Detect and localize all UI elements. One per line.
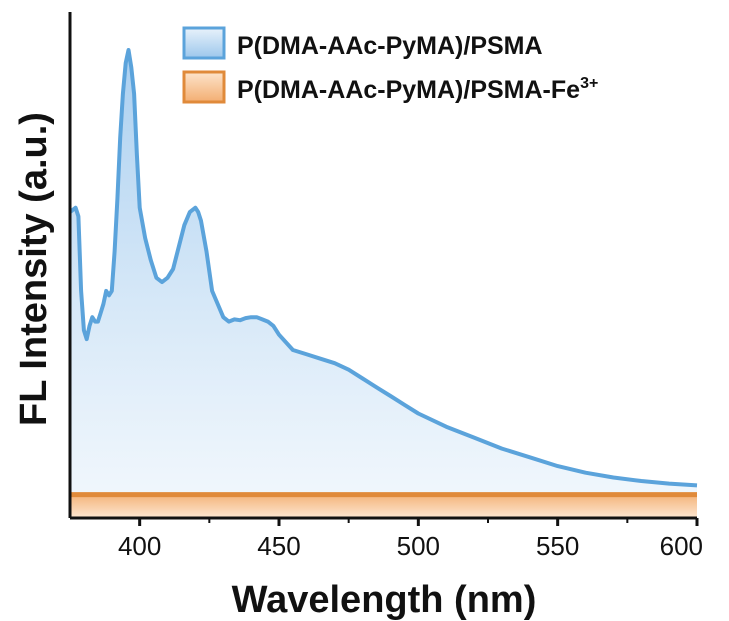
- series-1-area: [70, 50, 697, 518]
- x-tick-labels: 400 450 500 550 600: [118, 531, 703, 561]
- x-tick-label-500: 500: [397, 531, 440, 561]
- legend-label-2: P(DMA-AAc-PyMA)/PSMA-Fe3+: [237, 75, 598, 104]
- x-tick-label-450: 450: [257, 531, 300, 561]
- series-1-line: [68, 48, 698, 488]
- y-axis-title: FL Intensity (a.u.): [13, 112, 55, 426]
- legend-swatch-blue: [182, 26, 226, 60]
- x-tick-label-400: 400: [118, 531, 161, 561]
- axes: [68, 12, 699, 526]
- legend-label-1: P(DMA-AAc-PyMA)/PSMA: [237, 32, 543, 60]
- legend-swatch-orange: [182, 70, 226, 104]
- legend-label-2-main: P(DMA-AAc-PyMA)/PSMA-Fe: [237, 76, 580, 104]
- x-tick-label-550: 550: [536, 531, 579, 561]
- series-layer: [68, 48, 698, 518]
- legend: P(DMA-AAc-PyMA)/PSMA P(DMA-AAc-PyMA)/PSM…: [182, 26, 598, 104]
- legend-label-2-sup: 3+: [580, 75, 598, 92]
- x-axis-title: Wavelength (nm): [232, 579, 537, 621]
- x-tick-label-600: 600: [660, 531, 703, 561]
- series-2-area: [70, 494, 697, 518]
